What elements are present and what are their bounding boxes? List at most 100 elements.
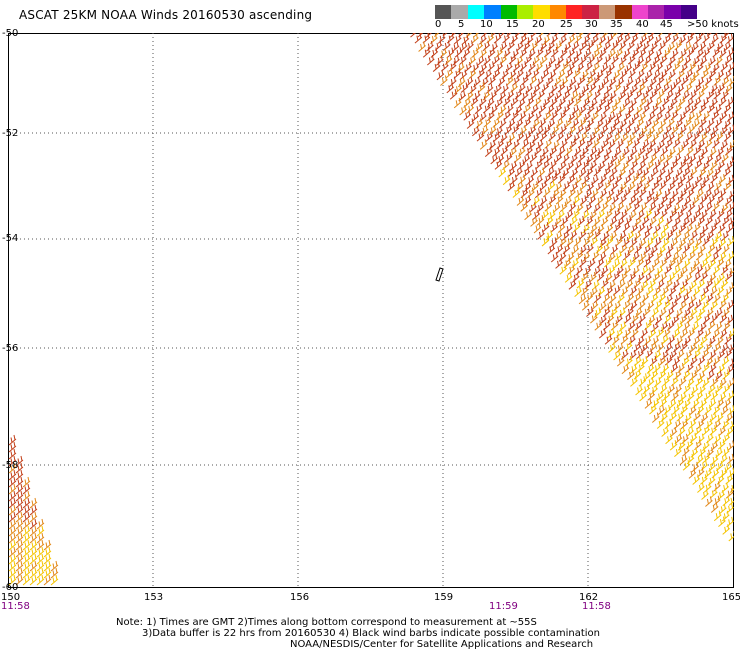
wind-barb xyxy=(585,90,593,101)
wind-barb xyxy=(698,446,706,458)
wind-barb xyxy=(659,69,668,80)
wind-barb xyxy=(498,104,507,115)
wind-barb xyxy=(681,355,690,367)
wind-barb xyxy=(673,265,681,276)
wind-barb xyxy=(712,277,720,289)
legend-label-50-knots: >50 knots xyxy=(687,19,739,30)
wind-barb xyxy=(635,384,643,396)
wind-barb xyxy=(43,553,52,565)
wind-barb xyxy=(571,244,580,255)
wind-barb xyxy=(618,307,626,318)
wind-barb xyxy=(659,396,668,408)
lat-label-58: -58 xyxy=(2,460,19,471)
wind-barb xyxy=(704,250,712,262)
wind-barb xyxy=(706,369,715,381)
wind-barb xyxy=(686,313,694,324)
wind-barb xyxy=(604,68,613,79)
wind-barb xyxy=(562,104,571,115)
wind-barb xyxy=(621,83,630,94)
wind-barb xyxy=(498,90,507,102)
wind-barb xyxy=(713,216,721,228)
wind-barb xyxy=(613,146,622,158)
wind-barb xyxy=(653,377,662,388)
wind-barb xyxy=(609,166,618,177)
wind-barb xyxy=(626,292,635,303)
wind-barb xyxy=(495,61,504,73)
wind-barb xyxy=(485,131,493,142)
wind-barb xyxy=(715,335,724,346)
wind-barb xyxy=(584,202,593,213)
wind-barb xyxy=(726,314,734,326)
wind-barb xyxy=(595,54,603,65)
wind-barb xyxy=(615,125,624,136)
wind-barb xyxy=(677,68,685,80)
wind-barb xyxy=(585,215,594,227)
wind-barb xyxy=(534,159,543,170)
wind-barb xyxy=(608,342,616,353)
wind-barb xyxy=(691,398,700,409)
wind-barb xyxy=(8,483,17,495)
wind-barb xyxy=(619,243,628,254)
wind-barb xyxy=(607,62,616,73)
wind-barb xyxy=(673,216,681,227)
wind-barb xyxy=(690,230,698,241)
wind-barb xyxy=(554,216,562,227)
wind-barb xyxy=(461,34,470,45)
colorbar-swatch xyxy=(467,5,485,19)
wind-barb xyxy=(697,482,705,493)
wind-barb xyxy=(579,40,588,52)
wind-barb xyxy=(634,320,643,331)
wind-barb xyxy=(524,209,532,221)
wind-barb xyxy=(702,425,710,436)
wind-barb xyxy=(702,174,710,186)
wind-barb xyxy=(688,405,697,416)
wind-barb xyxy=(610,320,619,331)
wind-barb xyxy=(577,74,586,86)
wind-barb xyxy=(590,313,598,324)
wind-barb xyxy=(612,117,621,128)
wind-barb xyxy=(613,159,621,170)
wind-barb xyxy=(501,68,509,80)
wind-barb xyxy=(625,355,633,367)
wind-barb xyxy=(630,376,638,387)
wind-barb xyxy=(29,546,38,558)
wind-barb xyxy=(607,264,616,276)
wind-barb xyxy=(649,33,655,38)
wind-barb xyxy=(497,76,506,87)
wind-barb xyxy=(719,33,728,44)
wind-barb xyxy=(22,511,31,523)
wind-barb xyxy=(476,55,485,67)
wind-barb xyxy=(555,194,564,205)
wind-barb xyxy=(689,138,697,149)
wind-barb xyxy=(663,34,672,45)
wind-barb xyxy=(29,567,38,579)
wind-barb xyxy=(694,110,703,121)
wind-barb xyxy=(608,279,616,291)
wind-barb xyxy=(632,251,640,262)
wind-barb xyxy=(682,460,691,471)
wind-barb xyxy=(677,440,686,451)
wind-barb xyxy=(637,361,645,373)
wind-barb xyxy=(716,146,724,158)
wind-barb xyxy=(682,446,690,457)
wind-barb xyxy=(681,433,689,445)
wind-barb xyxy=(670,48,679,59)
wind-barb xyxy=(674,244,683,255)
wind-barb xyxy=(702,110,710,122)
wind-barb xyxy=(612,208,621,219)
wind-barb xyxy=(672,137,681,149)
wind-barb xyxy=(679,188,687,199)
wind-barb xyxy=(682,153,691,164)
wind-barb xyxy=(655,111,663,122)
wind-barb xyxy=(698,41,707,52)
lon-label-153: 153 xyxy=(144,592,164,603)
wind-barb xyxy=(713,510,722,522)
wind-barb xyxy=(596,223,605,235)
wind-barb xyxy=(507,132,516,144)
wind-barb xyxy=(564,55,573,67)
wind-barb xyxy=(635,167,643,179)
wind-barb xyxy=(572,82,581,94)
wind-barb xyxy=(490,41,498,53)
wind-barb xyxy=(653,159,661,171)
wind-barb xyxy=(728,530,734,542)
